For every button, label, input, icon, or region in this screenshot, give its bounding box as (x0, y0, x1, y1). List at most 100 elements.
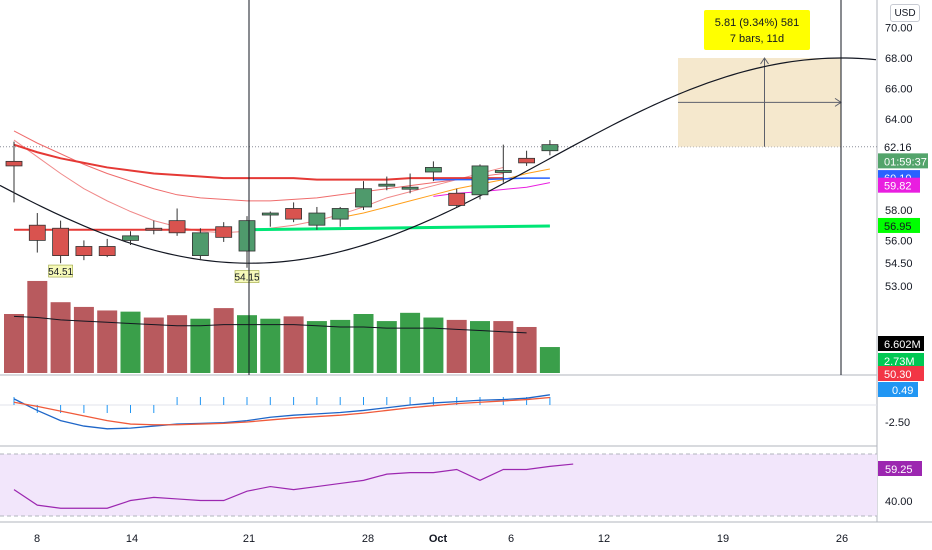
low-label-box (48, 264, 73, 278)
candle-body (401, 186, 419, 190)
price-tag: 62.16 (884, 142, 912, 154)
macd-tag: 0.49 (892, 385, 913, 397)
price-tag-bg (878, 177, 920, 193)
green-trend-line (246, 224, 550, 232)
price-tag: 01:59:37 (884, 156, 927, 168)
time-tick-label: 26 (836, 533, 848, 545)
low-label: 54.15 (234, 273, 259, 284)
ma-salmon-line (13, 139, 504, 234)
volume-bar (330, 319, 351, 373)
ma-thin-line (13, 130, 504, 202)
volume-tag: 2.73M (884, 356, 915, 368)
volume-bar (27, 280, 48, 373)
measure-zone[interactable] (678, 57, 842, 147)
time-tick-label: 12 (598, 533, 610, 545)
volume-bar (283, 316, 304, 373)
low-label-box (234, 270, 260, 283)
candle-body (145, 227, 163, 231)
time-tick-label: Oct (429, 533, 448, 545)
price-tick-label: 64.00 (885, 114, 913, 126)
volume-bar (4, 314, 24, 373)
signal-line (13, 396, 550, 426)
ma-orange-line (340, 168, 550, 219)
candle-body (5, 160, 23, 167)
candle-body (355, 188, 372, 208)
candle-body (494, 170, 512, 173)
grid (0, 0, 932, 523)
time-tick-label: 14 (126, 533, 138, 545)
candle-body (378, 183, 396, 187)
macd-pane (0, 394, 877, 430)
candle-body (308, 212, 326, 226)
rsi-pane (0, 453, 877, 517)
volume-ma-line (13, 315, 527, 334)
volume-bar (376, 321, 397, 373)
price-tick-label: 56.00 (885, 235, 913, 247)
candle-body (52, 227, 69, 257)
candle-body (471, 165, 489, 196)
volume-bar (423, 317, 444, 373)
candle-body (518, 157, 535, 164)
candle-body (261, 212, 279, 216)
volume-bar (539, 347, 560, 373)
volume-bar (353, 314, 374, 373)
price-tag: 59.82 (884, 181, 912, 193)
time-axis[interactable]: 8 14 21 28 Oct 6 12 19 26 (34, 533, 848, 545)
volume-bar (213, 308, 234, 373)
measure-change: 5.81 (9.34%) 581 (714, 17, 800, 29)
volume-tag-bg (878, 336, 924, 351)
measure-arrow-head (760, 57, 769, 65)
volume-bar (400, 312, 421, 373)
candle-body (331, 208, 349, 220)
candle-body (98, 246, 116, 256)
rsi-line (13, 463, 574, 509)
candle-body (168, 220, 186, 234)
candle-body (75, 246, 93, 256)
candle-body (541, 144, 559, 152)
volume-tag: 50.30 (884, 369, 912, 381)
ma-thick-line (13, 143, 504, 181)
rsi-tag-bg (878, 461, 922, 476)
price-tag: 56.95 (884, 221, 912, 233)
candle-body (191, 232, 209, 257)
cycle-curve (0, 57, 877, 264)
price-axis[interactable]: 70.00 68.00 66.00 64.00 58.00 56.00 54.50 53.00… (878, 23, 928, 508)
volume-bars (4, 280, 560, 373)
time-tick-label: 19 (717, 533, 729, 545)
volume-bar (97, 310, 118, 373)
volume-tag: 6.602M (884, 339, 921, 351)
candle-body (28, 224, 46, 241)
volume-bar (190, 318, 211, 373)
price-tick-label: 58.00 (885, 205, 913, 217)
price-tick-label: 66.00 (885, 83, 913, 95)
candle-body (424, 167, 442, 173)
rsi-tick-label: 40.00 (885, 496, 913, 508)
macd-tick-label: -2.50 (885, 417, 910, 429)
candle-body (448, 192, 466, 206)
volume-tag-bg (878, 353, 924, 368)
price-tick-label: 70.00 (885, 23, 913, 35)
volume-bar (470, 321, 490, 373)
currency-button[interactable]: USD (890, 4, 920, 22)
volume-bar (516, 326, 537, 373)
macd-tag-bg (878, 382, 918, 397)
rsi-tag: 59.25 (885, 464, 913, 476)
price-tick-label: 53.00 (885, 281, 913, 293)
price-tag-bg (878, 153, 928, 169)
ma-blue-line (433, 177, 550, 181)
measure-duration: 7 bars, 11d (729, 33, 785, 45)
volume-bar (237, 315, 257, 373)
volume-bar (50, 302, 71, 373)
price-tag-bg (878, 217, 920, 233)
candle-body (122, 235, 139, 241)
candle-body (238, 220, 256, 252)
candle-body (215, 226, 233, 238)
price-tick-label: 54.50 (885, 258, 913, 270)
volume-bar (143, 317, 164, 373)
price-series: 54.51 54.15 (0, 57, 877, 284)
time-tick-label: 6 (508, 533, 514, 545)
candle-body (285, 208, 303, 220)
volume-bar (306, 321, 327, 373)
volume-tag-bg (878, 366, 924, 381)
